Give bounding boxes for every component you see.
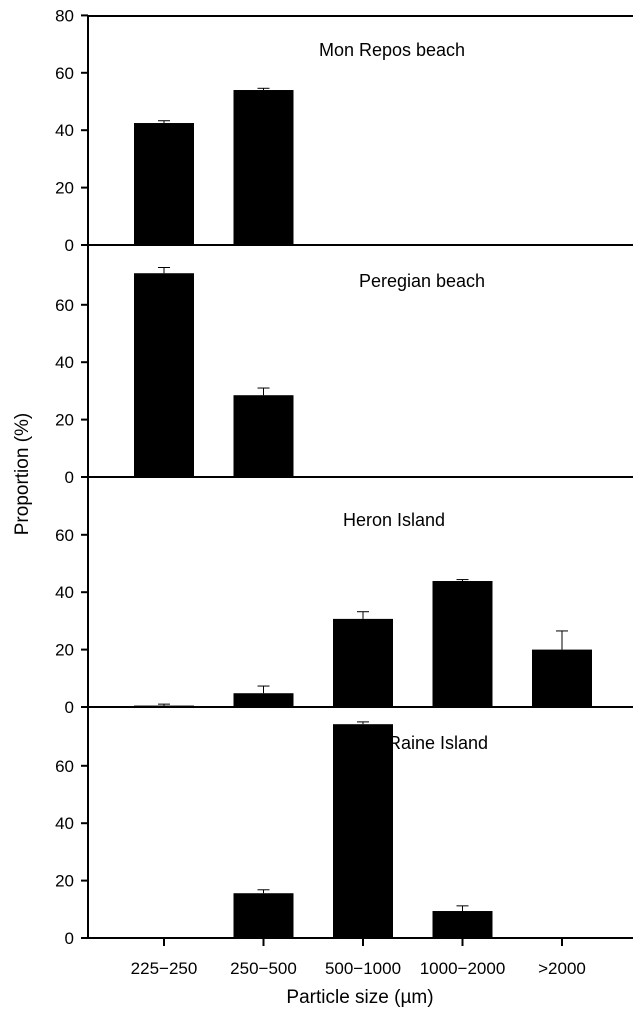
- y-tick-label: 40: [55, 353, 74, 372]
- y-tick-label: 60: [55, 757, 74, 776]
- panel-title: Mon Repos beach: [319, 40, 465, 60]
- x-tick-label: 1000−2000: [420, 959, 506, 978]
- bar: [233, 395, 294, 477]
- y-tick-label: 80: [55, 6, 74, 25]
- y-axis-title: Proportion (%): [12, 413, 33, 536]
- y-tick-label: 20: [55, 641, 74, 660]
- bar: [134, 123, 194, 245]
- panel-1: 0 20 40 60 80 Mon Repos beach: [55, 6, 633, 255]
- y-tick-label: 0: [65, 468, 74, 487]
- x-tick-label: >2000: [538, 959, 586, 978]
- bar: [233, 693, 294, 707]
- y-tick-label: 0: [65, 236, 74, 255]
- x-tick-label: 500−1000: [325, 959, 401, 978]
- panel-title: Peregian beach: [359, 271, 485, 291]
- y-tick-label: 20: [55, 411, 74, 430]
- panel-4: 0 20 40 60 Raine Island: [55, 707, 633, 948]
- bar: [432, 911, 493, 938]
- y-tick-label: 60: [55, 64, 74, 83]
- x-tick-label: 225−250: [131, 959, 198, 978]
- bar: [134, 273, 194, 477]
- x-axis-title: Particle size (µm): [286, 987, 433, 1008]
- chart-panels: 0 20 40 60 80 Mon Repos beach 0 20 40 60 Peregian …: [55, 6, 633, 948]
- panel-2: 0 20 40 60 Peregian beach: [55, 245, 633, 487]
- y-tick-label: 40: [55, 814, 74, 833]
- y-tick-label: 20: [55, 179, 74, 198]
- y-tick-label: 60: [55, 296, 74, 315]
- bar: [532, 649, 592, 707]
- y-tick-label: 40: [55, 583, 74, 602]
- bar: [233, 90, 294, 246]
- bar: [333, 724, 393, 938]
- bar: [233, 893, 294, 938]
- y-tick-label: 60: [55, 526, 74, 545]
- bar: [333, 618, 393, 707]
- y-tick-label: 20: [55, 872, 74, 891]
- y-tick-label: 0: [65, 929, 74, 948]
- x-axis: 225−250 250−500 500−1000 1000−2000 >2000: [131, 938, 586, 978]
- y-tick-label: 40: [55, 121, 74, 140]
- x-tick-label: 250−500: [230, 959, 297, 978]
- panel-3: 0 20 40 60 Heron Island: [55, 477, 633, 717]
- y-tick-label: 0: [65, 698, 74, 717]
- bar: [432, 581, 493, 707]
- panel-title: Heron Island: [343, 510, 445, 530]
- panel-title: Raine Island: [388, 733, 488, 753]
